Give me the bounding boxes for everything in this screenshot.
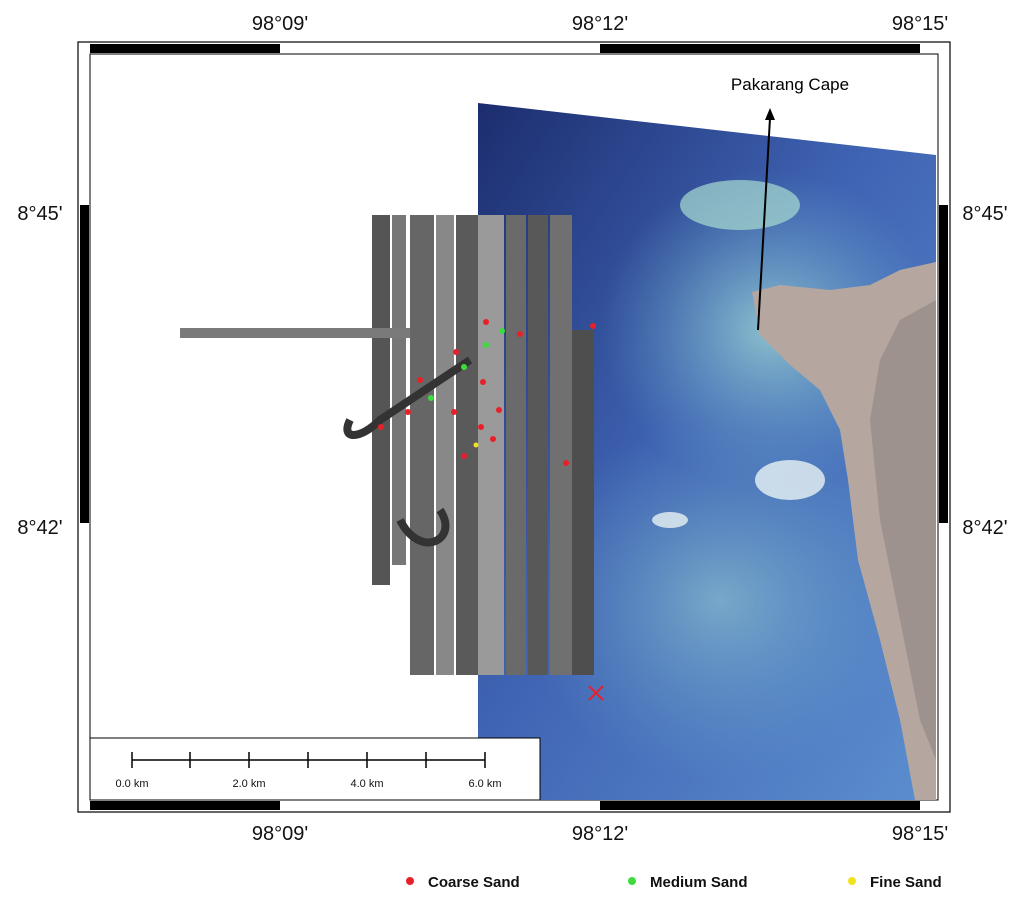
- longitude-label: 98°15': [892, 823, 948, 845]
- longitude-label: 98°09': [252, 823, 308, 845]
- scale-label: 6.0 km: [468, 778, 501, 790]
- latitude-label: 8°42': [17, 517, 62, 539]
- map: Pakarang Cape 0.0 km 2.0 km 4.0 km 6.0 k…: [0, 0, 1020, 892]
- legend-marker: [628, 877, 636, 885]
- page: Pakarang Cape 0.0 km 2.0 km 4.0 km 6.0 k…: [0, 0, 1020, 897]
- scale-label: 4.0 km: [350, 778, 383, 790]
- latitude-label: 8°42': [962, 517, 1007, 539]
- latitude-label: 8°45': [17, 203, 62, 225]
- longitude-label: 98°12': [572, 823, 628, 845]
- annotation: Pakarang Cape: [731, 75, 849, 94]
- latitude-label: 8°45': [962, 203, 1007, 225]
- legend-label: Coarse Sand: [428, 874, 520, 891]
- longitude-label: 98°09': [252, 13, 308, 35]
- scale-box: [90, 738, 540, 800]
- legend-marker: [406, 877, 414, 885]
- longitude-label: 98°15': [892, 13, 948, 35]
- legend: Coarse Sand Medium Sand Fine Sand: [406, 874, 942, 891]
- scale-label: 0.0 km: [115, 778, 148, 790]
- legend-marker: [848, 877, 856, 885]
- legend-label: Fine Sand: [870, 874, 942, 891]
- longitude-label: 98°12': [572, 13, 628, 35]
- scale-label: 2.0 km: [232, 778, 265, 790]
- legend-label: Medium Sand: [650, 874, 748, 891]
